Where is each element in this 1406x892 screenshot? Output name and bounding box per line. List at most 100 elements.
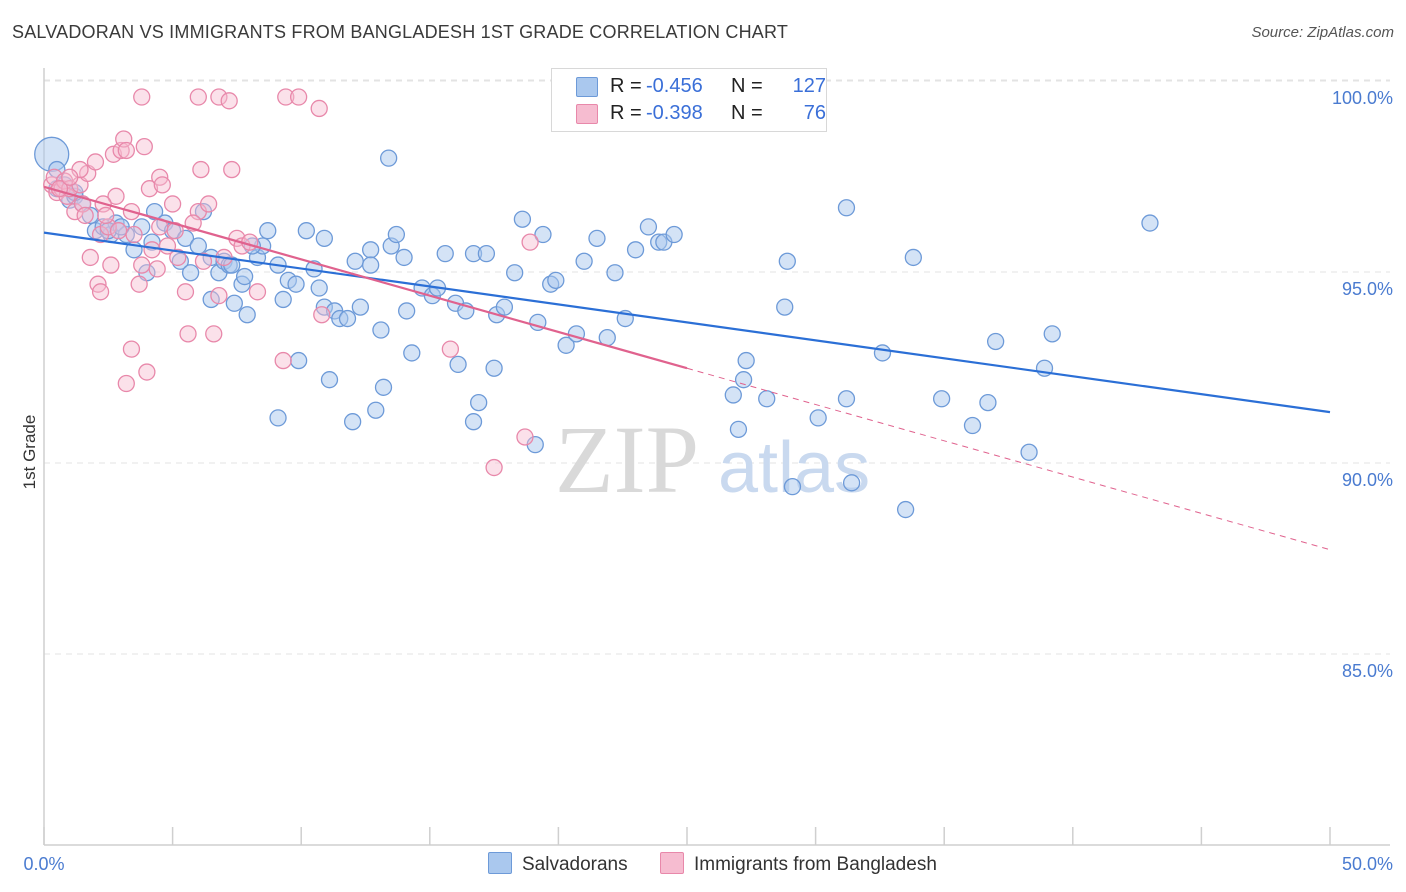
salvadorans-point — [837, 390, 856, 408]
salvadorans-point — [449, 355, 467, 374]
bangladesh-point — [163, 195, 182, 213]
bangladesh-trend-extension — [686, 367, 1331, 551]
bangladesh-point — [91, 283, 110, 301]
salvadorans-point — [238, 306, 256, 324]
salvadorans-point — [506, 264, 524, 282]
salvadorans-point — [398, 302, 416, 320]
bottom-legend-label-salvadorans: Salvadorans — [522, 854, 628, 875]
bangladesh-point — [194, 252, 213, 270]
watermark-atlas: atlas — [718, 428, 870, 508]
salvadorans-point — [346, 252, 364, 270]
salvadorans-point — [758, 390, 776, 408]
salvadorans-point — [379, 149, 398, 167]
salvadorans-point — [372, 321, 390, 339]
bangladesh-points — [43, 88, 539, 477]
salvadorans-point — [387, 225, 406, 244]
salvadorans-point — [351, 298, 370, 316]
x-tick-label: 0.0% — [23, 854, 64, 874]
bangladesh-point — [313, 306, 331, 324]
salvadorans-point — [1020, 443, 1038, 461]
bangladesh-point — [86, 153, 105, 171]
salvadorans-point — [464, 413, 483, 431]
salvadorans-point — [842, 474, 861, 492]
salvadorans-point — [986, 332, 1005, 351]
salvadorans-point — [235, 267, 254, 286]
salvadorans-point — [361, 241, 380, 259]
salvadorans-point — [778, 252, 796, 270]
legend-n-label: N = — [731, 75, 763, 97]
salvadorans-point — [395, 248, 413, 267]
y-tick-label: 95.0% — [1342, 279, 1393, 299]
salvadorans-point — [259, 222, 277, 240]
bangladesh-point — [205, 325, 223, 343]
legend-swatch-pink — [576, 104, 598, 124]
bangladesh-point — [138, 363, 156, 381]
salvadorans-point — [310, 279, 328, 297]
bangladesh-point — [199, 195, 218, 213]
bangladesh-point — [125, 225, 143, 244]
salvadorans-point — [776, 298, 794, 316]
salvadorans-point — [1043, 325, 1061, 343]
salvadorans-point — [289, 351, 308, 370]
bangladesh-point — [140, 180, 159, 198]
bangladesh-point — [117, 374, 135, 393]
salvadorans-point — [225, 294, 243, 312]
salvadorans-point — [963, 416, 982, 435]
bangladesh-point — [102, 256, 120, 274]
bangladesh-point — [210, 286, 228, 305]
bangladesh-point — [521, 233, 539, 251]
bangladesh-point — [210, 88, 228, 106]
salvadorans-point — [575, 252, 593, 270]
salvadorans-point — [189, 237, 207, 255]
tick-labels: 85.0% 90.0% 95.0% 100.0% 0.0% 50.0% — [23, 88, 1393, 874]
bangladesh-point — [117, 141, 135, 160]
bottom-legend-bangladesh: Immigrants from Bangladesh — [660, 852, 937, 876]
bottom-legend-swatch-pink — [660, 852, 684, 874]
salvadorans-point — [547, 271, 565, 290]
bangladesh-point — [516, 428, 534, 446]
bangladesh-point — [169, 248, 187, 267]
x-tick-label: 50.0% — [1342, 854, 1393, 874]
salvadorans-point — [626, 241, 645, 259]
legend-n-label: N = — [731, 102, 763, 124]
bangladesh-point — [274, 351, 292, 370]
y-tick-label: 90.0% — [1342, 470, 1393, 490]
bangladesh-point — [76, 206, 94, 225]
salvadorans-point — [297, 222, 315, 240]
salvadorans-point — [367, 401, 385, 419]
legend-r-label: R = — [610, 75, 642, 97]
salvadorans-point — [343, 413, 362, 431]
bangladesh-point — [81, 248, 99, 267]
bangladesh-point — [148, 260, 166, 278]
legend-swatch-blue — [576, 77, 598, 97]
salvadorans-point — [361, 256, 380, 274]
bangladesh-point — [133, 256, 151, 274]
salvadorans-point — [665, 225, 683, 244]
salvadorans-point — [783, 477, 802, 496]
bottom-legend-label-bangladesh: Immigrants from Bangladesh — [694, 854, 937, 875]
salvadorans-point — [729, 420, 748, 438]
bangladesh-point — [109, 222, 128, 240]
salvadorans-point — [470, 393, 488, 412]
bangladesh-point — [143, 241, 161, 259]
salvadorans-point — [181, 264, 200, 282]
bangladesh-trend-line — [43, 185, 688, 370]
salvadorans-point — [436, 244, 454, 263]
salvadorans-point — [274, 290, 292, 309]
bangladesh-point — [179, 325, 197, 343]
bottom-legend-salvadorans: Salvadorans — [488, 852, 628, 876]
salvadorans-point — [557, 336, 575, 354]
legend-r-label: R = — [610, 102, 642, 124]
salvadorans-point — [338, 309, 357, 328]
bottom-legend-swatch-blue — [488, 852, 512, 874]
salvadorans-point — [374, 378, 393, 396]
salvadorans-point — [737, 351, 755, 370]
legend-r-value: -0.456 — [646, 75, 703, 97]
salvadorans-point — [588, 229, 606, 247]
salvadorans-point — [315, 229, 333, 247]
y-axis-label: 1st Grade — [20, 415, 39, 490]
bangladesh-point — [133, 88, 151, 106]
salvadorans-point — [873, 344, 892, 362]
bangladesh-point — [220, 92, 238, 110]
salvadorans-point — [495, 298, 514, 316]
